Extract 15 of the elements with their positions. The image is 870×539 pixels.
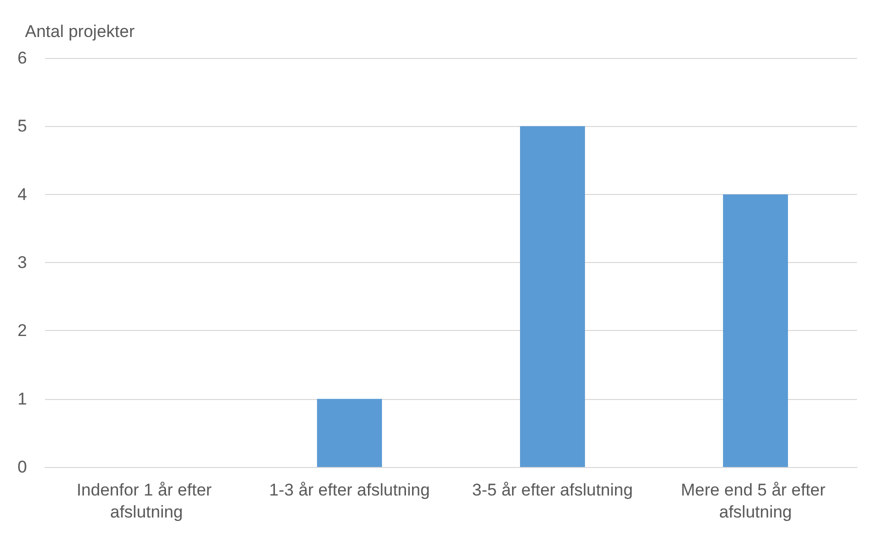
bar [723,194,788,467]
y-tick-label: 5 [18,116,27,136]
y-tick-label: 6 [18,48,27,68]
bar [317,398,382,467]
y-tick-label: 4 [18,184,27,204]
bar [520,126,585,467]
x-tick-label: 3-5 år efter afslutning [472,480,633,500]
x-tick-label: Indenfor 1 år efter afslutning [76,480,216,522]
y-tick-label: 0 [18,458,27,476]
y-axis-title: Antal projekter [25,22,135,41]
x-tick-label: 1-3 år efter afslutning [269,480,430,500]
y-tick-label: 1 [18,389,27,408]
y-tick-label: 3 [18,253,27,272]
x-tick-label: Mere end 5 år efter afslutning [680,480,830,522]
y-tick-label: 2 [18,321,27,340]
